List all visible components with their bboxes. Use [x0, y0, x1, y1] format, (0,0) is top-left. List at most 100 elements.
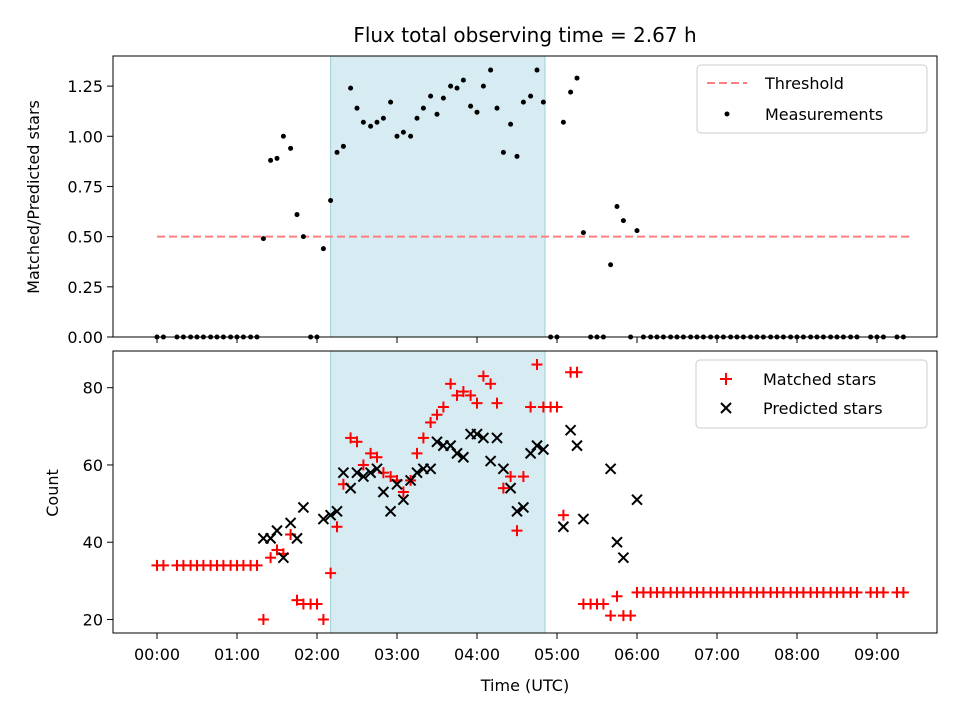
predicted-star-point — [631, 494, 643, 506]
matched-legend-label: Matched stars — [763, 370, 876, 389]
measurement-point — [634, 228, 640, 234]
top-y-tick-label: 0.00 — [67, 328, 103, 347]
x-axis-label: Time (UTC) — [480, 676, 569, 695]
measurement-point — [454, 85, 460, 91]
bottom-y-tick-label: 60 — [83, 456, 103, 475]
measurement-point — [534, 67, 540, 73]
bottom-x-tick-label: 01:00 — [214, 645, 260, 664]
measurement-point — [328, 198, 334, 204]
predicted-star-point — [371, 463, 383, 475]
predicted-star-point — [604, 463, 617, 475]
predicted-star-point — [324, 509, 337, 521]
measurement-point — [568, 89, 574, 95]
predicted-star-point — [337, 466, 350, 479]
matched-star-point — [411, 447, 423, 459]
measurement-point — [374, 119, 380, 125]
measurement-point — [320, 246, 326, 252]
top-axes-frame — [112, 55, 938, 338]
matched-star-point — [311, 598, 323, 610]
measurement-point — [388, 99, 394, 105]
predicted-star-point — [424, 463, 437, 475]
measurement-point — [394, 133, 400, 139]
bottom-x-tick-label: 04:00 — [454, 645, 500, 664]
top-y-ticks: 0.00 0.25 0.50 0.75 1.00 1.25 — [67, 77, 113, 347]
measurement-point — [260, 236, 266, 242]
predicted-star-point — [297, 501, 310, 514]
matched-star-point — [397, 486, 409, 498]
matched-star-point — [457, 386, 469, 398]
predicted-legend-swatch — [720, 402, 732, 414]
matched-star-point — [257, 613, 269, 625]
measurement-point — [440, 95, 446, 101]
predicted-star-point — [617, 551, 630, 564]
matched-star-point — [525, 401, 537, 413]
top-y-axis-label: Matched/Predicted stars — [24, 100, 43, 294]
bottom-x-tick-label: 07:00 — [694, 645, 740, 664]
bottom-y-tick-label: 20 — [83, 610, 103, 629]
predicted-star-point — [344, 482, 357, 494]
predicted-star-point — [611, 536, 623, 548]
measurement-point — [274, 155, 280, 161]
predicted-star-point — [471, 428, 483, 440]
measurements-legend-label: Measurements — [765, 105, 883, 124]
bottom-x-tick-label: 08:00 — [774, 645, 820, 664]
measurement-point — [614, 204, 620, 210]
matched-star-point — [445, 378, 457, 390]
predicted-star-point — [411, 466, 423, 479]
matched-star-point — [477, 370, 489, 382]
matched-star-point — [371, 451, 383, 463]
matched-legend-swatch — [720, 373, 732, 385]
matched-star-point — [505, 471, 517, 483]
predicted-star-point — [491, 432, 503, 444]
matched-star-point — [451, 389, 463, 401]
predicted-star-point — [537, 443, 550, 456]
measurement-point — [340, 143, 346, 149]
predicted-star-point — [331, 505, 343, 518]
bottom-x-tick-label: 03:00 — [374, 645, 420, 664]
bottom-y-tick-label: 80 — [83, 379, 103, 398]
measurement-point — [528, 93, 534, 99]
predicted-star-point — [317, 513, 330, 525]
predicted-star-point — [291, 532, 303, 545]
predicted-star-point — [511, 505, 523, 518]
measurement-point — [434, 111, 440, 117]
measurement-point — [400, 129, 406, 135]
measurement-point — [580, 230, 586, 236]
predicted-star-point — [564, 424, 577, 436]
bottom-x-tick-label: 05:00 — [534, 645, 580, 664]
matched-star-point — [325, 567, 337, 579]
top-y-tick-label: 1.25 — [67, 77, 103, 96]
matched-star-point — [611, 590, 623, 602]
top-legend: Threshold Measurements — [696, 64, 928, 134]
predicted-star-point — [557, 521, 570, 533]
measurement-point — [280, 133, 286, 139]
predicted-star-point — [351, 466, 363, 479]
matched-star-point — [431, 409, 443, 421]
predicted-star-point — [377, 486, 390, 498]
bottom-y-axis-label: Count — [43, 469, 62, 517]
matched-star-point — [265, 552, 277, 564]
predicted-star-point — [271, 524, 283, 537]
matched-star-point — [157, 559, 169, 571]
threshold-legend-label: Threshold — [764, 74, 844, 93]
measurement-point — [540, 99, 546, 105]
bottom-axes-frame — [112, 350, 938, 634]
measurement-point — [414, 115, 420, 121]
measurement-point — [420, 105, 426, 111]
predicted-star-point — [497, 463, 510, 475]
observing-span — [330, 350, 546, 634]
matched-star-point — [485, 378, 497, 390]
predicted-star-point — [364, 466, 377, 479]
top-panel: 0.00 0.25 0.50 0.75 1.00 1.25 Flux total obse… — [24, 23, 938, 347]
measurement-point — [460, 77, 466, 83]
matched-star-point — [557, 509, 569, 521]
measurement-point — [428, 93, 434, 99]
predicted-star-point — [277, 551, 290, 564]
measurement-point — [488, 67, 494, 73]
matched-star-point — [551, 401, 563, 413]
matched-star-point — [511, 525, 523, 537]
matched-star-point — [351, 436, 363, 448]
measurement-point — [560, 119, 566, 125]
bottom-y-ticks: 20 40 60 80 — [83, 379, 113, 629]
matched-star-point — [897, 586, 909, 598]
